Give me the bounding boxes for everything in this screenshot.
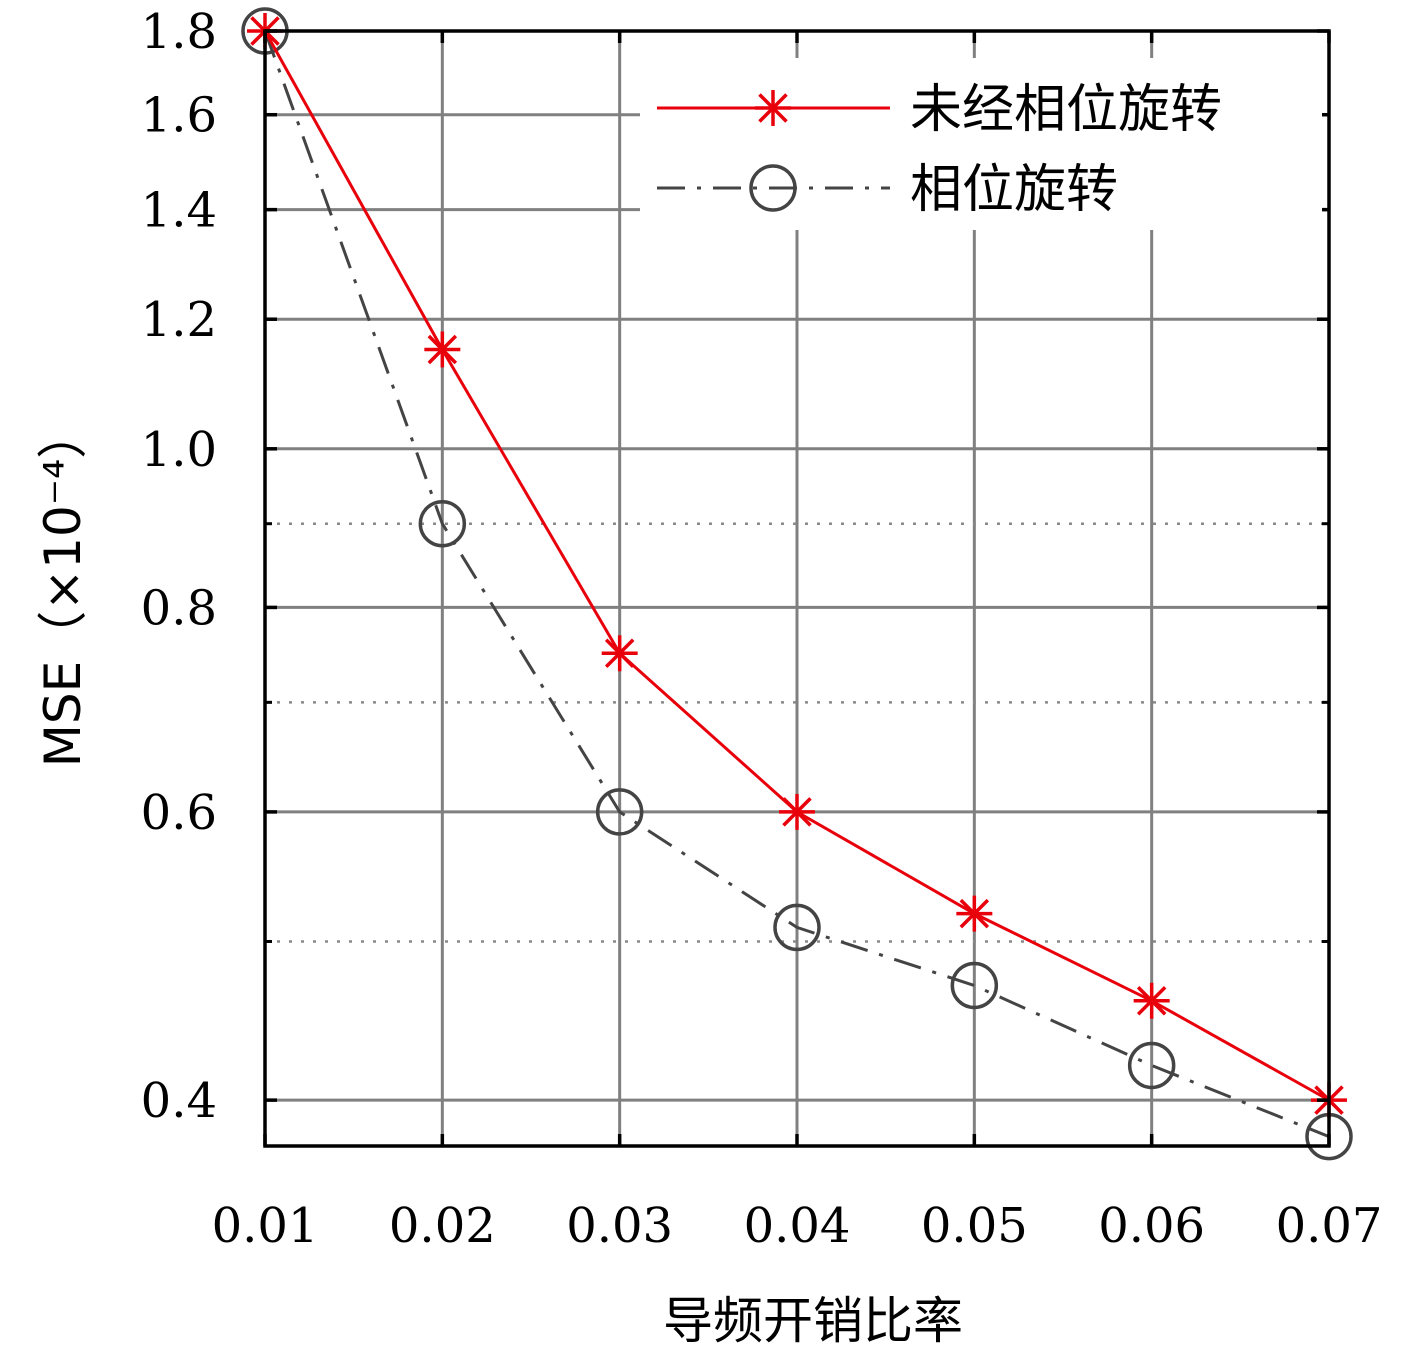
series-line-1	[263, 30, 1330, 1138]
y-tick-label: 0.4	[141, 1073, 217, 1129]
data-point-circle	[595, 788, 644, 836]
asterisk-stroke	[1136, 986, 1167, 1016]
data-point-asterisk	[601, 635, 638, 672]
y-tick-label: 1.6	[141, 88, 217, 144]
data-point-asterisk	[779, 793, 815, 830]
y-tick-label: 1.2	[141, 292, 217, 348]
asterisk-stroke	[782, 797, 812, 827]
y-tick-label: 1.8	[141, 4, 217, 60]
asterisk-stroke	[758, 93, 788, 123]
legend-marker-circle	[749, 164, 797, 212]
x-tick-label: 0.06	[1098, 1198, 1205, 1254]
ticks-layer: 0.01 0.02 0.03 0.04 0.05 0.06 0.07 0.4 0.6 0.8 1.0…	[141, 4, 1383, 1254]
y-tick-label: 1.4	[141, 183, 217, 239]
x-axis-label: 导频开销比率	[663, 1292, 963, 1350]
data-point-circle	[1127, 1041, 1176, 1090]
legend: 未经相位旋转 相位旋转	[640, 58, 1322, 230]
x-tick-label: 0.02	[389, 1198, 496, 1254]
x-tick-label: 0.04	[744, 1198, 851, 1254]
legend-marker-asterisk	[755, 90, 791, 126]
y-tick-label: 0.8	[141, 580, 217, 636]
x-tick-label: 0.01	[212, 1198, 319, 1254]
y-axis-label: MSE（×10⁻⁴）	[34, 409, 92, 767]
asterisk-stroke	[604, 638, 635, 669]
asterisk-stroke	[959, 898, 990, 929]
legend-asterisk	[755, 90, 791, 126]
x-tick-label: 0.03	[566, 1198, 673, 1254]
legend-label-rotated: 相位旋转	[910, 160, 1118, 220]
data-point-circle	[950, 961, 999, 1010]
data-point-asterisk	[1133, 982, 1170, 1019]
y-tick-label: 0.6	[141, 785, 217, 841]
data-point-circle	[418, 499, 467, 548]
asterisk-stroke	[427, 334, 458, 365]
x-tick-label: 0.05	[921, 1198, 1028, 1254]
legend-circle	[749, 164, 797, 212]
legend-label-unrotated: 未经相位旋转	[910, 80, 1222, 140]
data-point-asterisk	[424, 331, 461, 368]
data-point-circle	[773, 903, 821, 952]
data-point-asterisk	[956, 895, 993, 932]
y-tick-label: 1.0	[141, 422, 217, 478]
series-layer	[241, 7, 1353, 1161]
x-tick-label: 0.07	[1276, 1198, 1383, 1254]
